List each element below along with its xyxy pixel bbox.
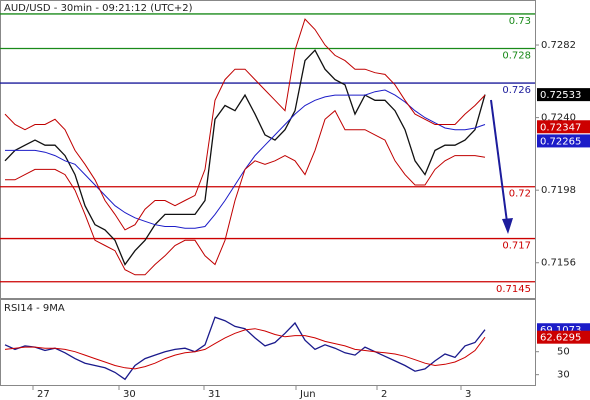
y-tick-label: 30: [557, 370, 570, 381]
rsi-title: RSI14 - 9MA: [4, 303, 65, 314]
price-badge-label: 0.72265: [540, 136, 581, 147]
y-tick-label: 0.7198: [541, 185, 576, 196]
rsi-panel: [0, 299, 536, 386]
price-panel: [0, 0, 536, 299]
y-tick-label: 50: [557, 347, 570, 358]
series-line: [4, 316, 486, 381]
y-tick-label: 0.7240: [541, 113, 576, 124]
level-label: 0.726: [502, 85, 531, 96]
x-tick-label: 2: [381, 389, 387, 400]
x-tick-label: 30: [123, 389, 136, 400]
price-badge: [537, 134, 590, 148]
x-tick-label: 3: [465, 389, 471, 400]
x-tick-label: Jun: [299, 389, 316, 400]
series-line: [4, 49, 486, 266]
level-label: 0.7145: [496, 284, 531, 295]
level-label: 0.728: [502, 50, 531, 61]
chart-title: AUD/USD - 30min - 09:21:12 (UTC+2): [4, 3, 193, 14]
forecast-arrow: [490, 99, 513, 234]
series-line: [4, 328, 486, 370]
price-badge-label: 0.72347: [540, 122, 581, 133]
price-badge: [537, 120, 590, 134]
x-tick-label: 31: [208, 389, 221, 400]
price-badge-label: 0.72533: [540, 90, 581, 101]
level-label: 0.73: [509, 16, 531, 27]
price-badge: [537, 88, 590, 102]
arrow-head: [502, 218, 513, 234]
level-label: 0.717: [502, 241, 531, 252]
y-tick-label: 0.7156: [541, 258, 576, 269]
price-badge-label: 62.6295: [540, 333, 581, 344]
y-tick-label: 0.7282: [541, 40, 576, 51]
price-badge: [537, 330, 590, 344]
level-label: 0.72: [509, 189, 531, 200]
series-line: [5, 109, 486, 276]
arrow-shaft: [490, 99, 508, 223]
x-tick-label: 27: [37, 389, 50, 400]
series-line: [4, 18, 486, 231]
